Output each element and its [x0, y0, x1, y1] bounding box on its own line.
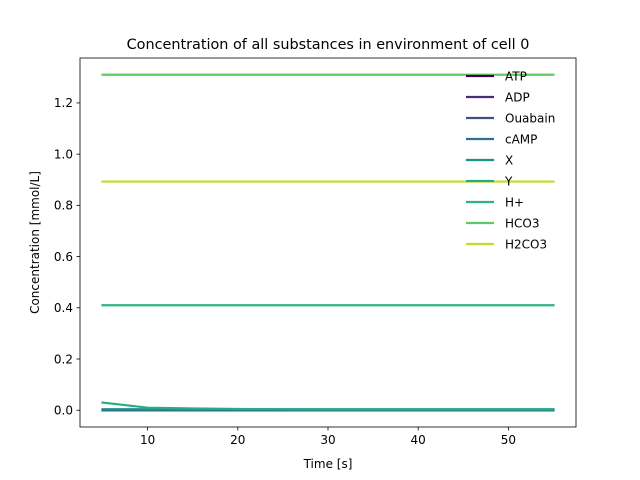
legend-label-h2co3: H2CO3 — [505, 237, 547, 251]
y-tick-label: 1.2 — [54, 96, 73, 110]
y-tick-label: 1.0 — [54, 147, 73, 161]
x-tick-label: 20 — [230, 433, 245, 447]
y-tick-label: 0.0 — [54, 404, 73, 418]
y-tick-label: 0.2 — [54, 352, 73, 366]
series-layer — [101, 73, 555, 412]
plot-frame — [79, 57, 577, 428]
chart-title: Concentration of all substances in envir… — [127, 37, 530, 53]
legend: ATP ADP Ouabain cAMP XY H+ HCO3 H2CO3 — [466, 69, 555, 251]
legend-label-camp: cAMP — [505, 132, 537, 146]
legend-label-h: H+ — [505, 195, 524, 209]
y-tick-label: 0.4 — [54, 301, 73, 315]
legend-label-y: Y — [504, 174, 513, 188]
axes-layer: 10 20 30 40 50 0.0 0.2 0.4 0.6 0.8 1.0 1.2 — [54, 96, 516, 447]
y-axis-label: Concentration [mmol/L] — [28, 171, 42, 314]
y-tick-label: 0.6 — [54, 250, 73, 264]
plot-area — [101, 73, 555, 412]
legend-label-hco3: HCO3 — [505, 216, 539, 230]
x-tick-label: 50 — [501, 433, 516, 447]
legend-label-atp: ATP — [505, 69, 527, 83]
legend-label-adp: ADP — [505, 90, 530, 104]
legend-label-x: X — [505, 153, 513, 167]
x-tick-label: 30 — [320, 433, 335, 447]
series-line-y — [101, 401, 555, 411]
x-tick-label: 10 — [140, 433, 155, 447]
legend-label-ouabain: Ouabain — [505, 111, 555, 125]
x-axis-label: Time [s] — [303, 457, 353, 471]
x-tick-label: 40 — [411, 433, 426, 447]
y-tick-label: 0.8 — [54, 199, 73, 213]
